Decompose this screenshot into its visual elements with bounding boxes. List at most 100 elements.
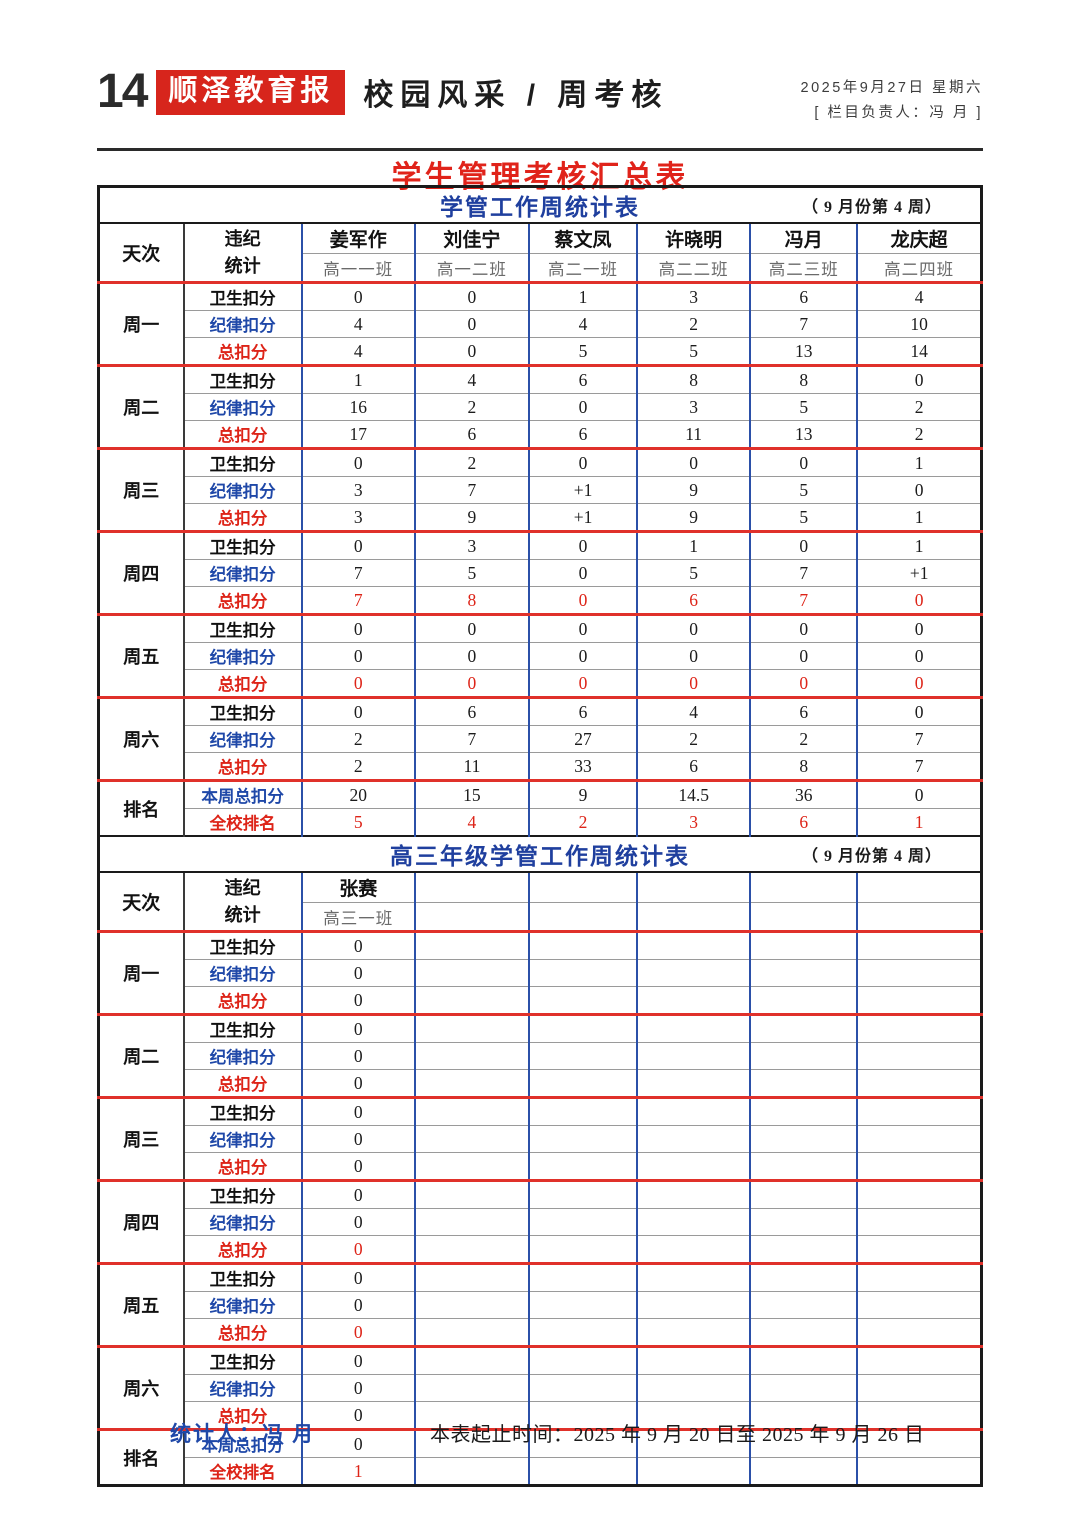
row-label: 纪律扣分 (182, 642, 302, 670)
cell-value: 1 (527, 281, 638, 311)
cell-value: 0 (856, 364, 982, 394)
cell-value (636, 1096, 751, 1126)
cell-value: 5 (636, 337, 751, 366)
cell-value (636, 1013, 751, 1043)
school-rank-value: 5 (300, 808, 415, 836)
cell-value: 0 (749, 613, 858, 643)
day-label: 周六 (98, 1345, 184, 1430)
cell-value (413, 986, 529, 1015)
cell-value: 8 (636, 364, 751, 394)
masthead-rule (97, 148, 983, 151)
cell-value: 7 (749, 310, 858, 338)
cell-value: 6 (749, 696, 858, 726)
cell-value (636, 1345, 751, 1375)
cell-value: 0 (527, 613, 638, 643)
cell-value: 6 (636, 586, 751, 615)
teacher-header (527, 872, 638, 903)
cell-value (636, 1208, 751, 1236)
class-header: 高二一班 (527, 253, 638, 283)
week-total-value: 0 (856, 779, 982, 809)
cell-value (636, 1179, 751, 1209)
cell-value: 13 (749, 337, 858, 366)
cell-value: 4 (300, 310, 415, 338)
cell-value: 0 (300, 1152, 415, 1181)
cell-value (856, 1042, 982, 1070)
class-header (636, 902, 751, 932)
cell-value: 0 (300, 642, 415, 670)
row-label: 纪律扣分 (182, 1042, 302, 1070)
newspaper-logo: 顺泽教育报 (156, 69, 346, 115)
cell-value: 2 (749, 725, 858, 753)
row-label: 纪律扣分 (182, 476, 302, 504)
cell-value: 3 (636, 393, 751, 421)
cell-value: 0 (413, 669, 529, 698)
cell-value: 9 (636, 476, 751, 504)
cell-value (413, 1013, 529, 1043)
day-label: 周二 (98, 364, 184, 449)
day-label: 周四 (98, 530, 184, 615)
cell-value (527, 1262, 638, 1292)
cell-value (856, 1125, 982, 1153)
assessment-table: 学管工作周统计表（ 9 月份第 4 周） 天次 违纪 统计 姜军作 刘佳宁 蔡文凤 许晓明 冯月… (97, 185, 983, 1487)
week-total-value: 14.5 (636, 779, 751, 809)
class-header (749, 902, 858, 932)
cell-value: 0 (300, 1096, 415, 1126)
row-label: 总扣分 (182, 420, 302, 449)
cell-value (749, 1345, 858, 1375)
day-label: 周二 (98, 1013, 184, 1098)
cell-value: 0 (300, 1401, 415, 1430)
cell-value: 33 (527, 752, 638, 781)
cell-value (636, 1262, 751, 1292)
row-label: 卫生扣分 (182, 1096, 302, 1126)
cell-value: 6 (636, 752, 751, 781)
cell-value: 6 (527, 696, 638, 726)
cell-value: +1 (856, 559, 982, 587)
teacher-header: 张赛 (300, 872, 415, 903)
cell-value: 3 (300, 503, 415, 532)
cell-value (749, 1096, 858, 1126)
date-line: 2025年9月27日 星期六 (800, 80, 983, 96)
teacher-header (413, 872, 529, 903)
cell-value: 0 (300, 1318, 415, 1347)
week-total-value: 9 (527, 779, 638, 809)
cell-value: 5 (413, 559, 529, 587)
cell-value (636, 986, 751, 1015)
row-label: 纪律扣分 (182, 959, 302, 987)
cell-value (856, 1096, 982, 1126)
class-header: 高二三班 (749, 253, 858, 283)
row-label: 总扣分 (182, 1318, 302, 1347)
cell-value: 1 (636, 530, 751, 560)
cell-value (413, 1152, 529, 1181)
cell-value (856, 1208, 982, 1236)
cell-value: 6 (413, 696, 529, 726)
cell-value: 1 (856, 447, 982, 477)
cell-value: 0 (749, 642, 858, 670)
cell-value: 1 (300, 364, 415, 394)
table-title: 学管工作周统计表 (440, 195, 640, 220)
cell-value (856, 1374, 982, 1402)
cell-value (636, 1401, 751, 1430)
day-label: 周四 (98, 1179, 184, 1264)
cell-value: 7 (856, 752, 982, 781)
cell-value: 0 (300, 1042, 415, 1070)
violation-stat-header: 违纪 统计 (182, 223, 302, 283)
class-header (413, 902, 529, 932)
cell-value: 0 (300, 696, 415, 726)
cell-value: 9 (636, 503, 751, 532)
row-label: 纪律扣分 (182, 310, 302, 338)
cell-value: 2 (856, 420, 982, 449)
school-rank-value: 3 (636, 808, 751, 836)
cell-value (749, 1013, 858, 1043)
cell-value: 0 (856, 642, 982, 670)
cell-value (749, 1208, 858, 1236)
row-label: 纪律扣分 (182, 559, 302, 587)
cell-value: 8 (413, 586, 529, 615)
cell-value (413, 1096, 529, 1126)
cell-value: +1 (527, 476, 638, 504)
cell-value (413, 1401, 529, 1430)
cell-value: 6 (413, 420, 529, 449)
cell-value: 0 (527, 559, 638, 587)
row-label: 纪律扣分 (182, 1374, 302, 1402)
row-label: 总扣分 (182, 1069, 302, 1098)
